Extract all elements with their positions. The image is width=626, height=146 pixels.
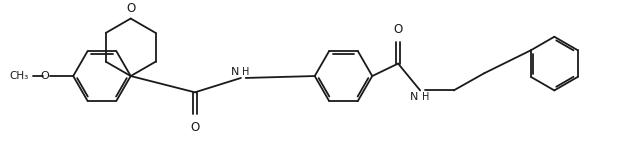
Text: H: H: [422, 92, 429, 102]
Text: O: O: [41, 71, 49, 81]
Text: CH₃: CH₃: [9, 71, 28, 81]
Text: N: N: [410, 92, 418, 102]
Text: H: H: [242, 67, 249, 77]
Text: N: N: [230, 67, 239, 77]
Text: O: O: [394, 23, 403, 36]
Text: O: O: [190, 121, 200, 134]
Text: O: O: [126, 2, 135, 15]
